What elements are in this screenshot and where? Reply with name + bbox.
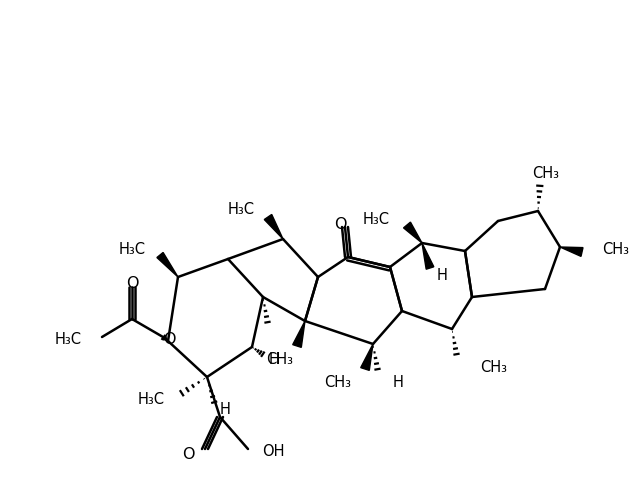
Polygon shape <box>404 223 422 243</box>
Polygon shape <box>264 215 283 240</box>
Text: H₃C: H₃C <box>228 202 255 217</box>
Text: CH₃: CH₃ <box>480 360 507 375</box>
Polygon shape <box>157 253 178 277</box>
Text: OH: OH <box>262 444 285 458</box>
Polygon shape <box>560 248 583 257</box>
Polygon shape <box>422 243 434 270</box>
Text: CH₃: CH₃ <box>602 242 629 257</box>
Polygon shape <box>292 321 305 348</box>
Text: H: H <box>436 268 447 283</box>
Text: H: H <box>269 352 280 367</box>
Text: H₃C: H₃C <box>138 392 165 407</box>
Text: O: O <box>163 332 175 347</box>
Polygon shape <box>361 344 373 371</box>
Text: O: O <box>182 446 195 462</box>
Text: H₃C: H₃C <box>119 242 146 257</box>
Text: H₃C: H₃C <box>363 212 390 227</box>
Text: CH₃: CH₃ <box>266 352 294 367</box>
Text: CH₃: CH₃ <box>532 166 559 181</box>
Text: CH₃: CH₃ <box>324 375 351 390</box>
Text: H: H <box>392 375 403 390</box>
Text: O: O <box>333 217 346 232</box>
Text: H₃C: H₃C <box>55 332 82 347</box>
Text: H: H <box>220 402 230 417</box>
Text: O: O <box>125 275 138 290</box>
